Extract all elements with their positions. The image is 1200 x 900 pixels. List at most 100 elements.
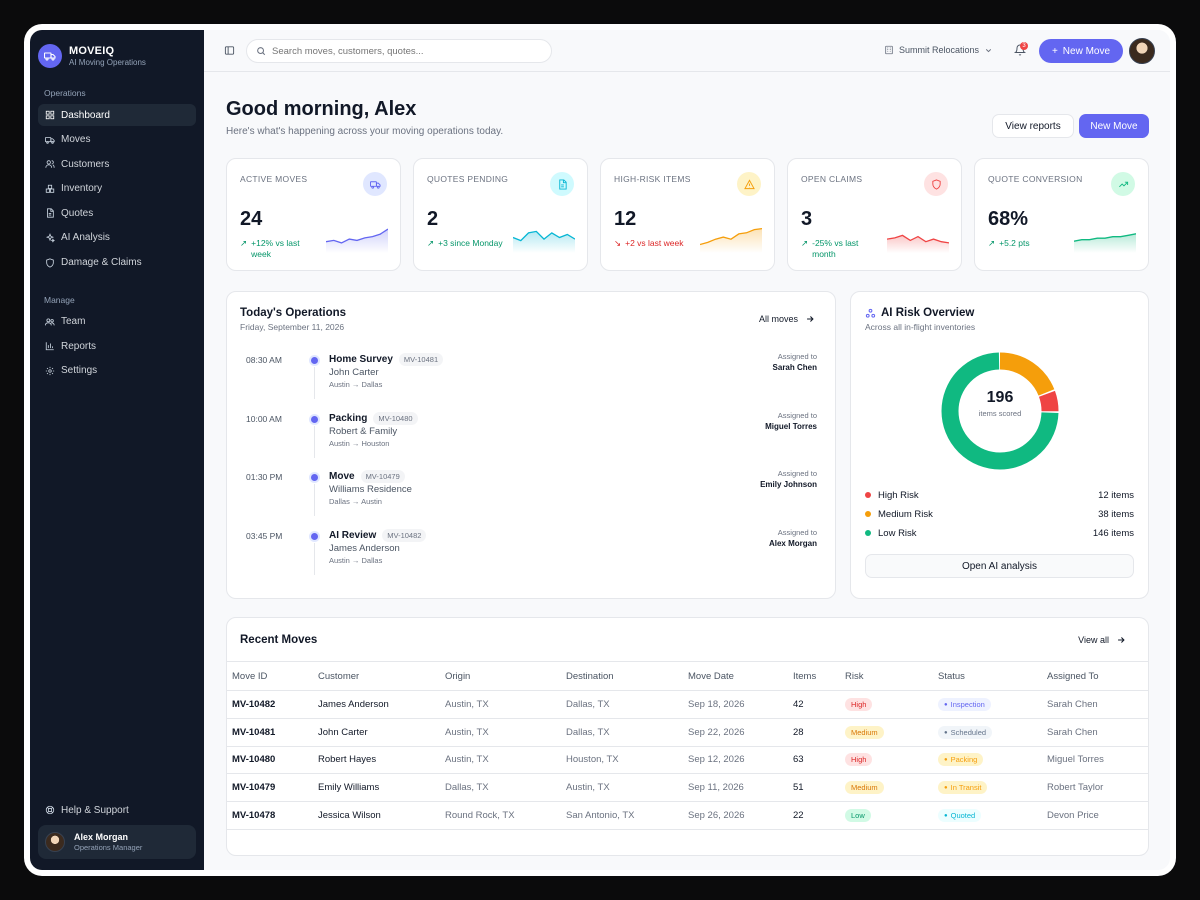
legend-dot <box>865 492 871 498</box>
sidebar-item-moves[interactable]: Moves <box>38 129 196 151</box>
cell-assigned: Robert Taylor <box>1042 773 1148 803</box>
sparkline <box>513 230 575 253</box>
help-support-link[interactable]: Help & Support <box>38 799 196 821</box>
column-header[interactable]: Items <box>788 661 840 691</box>
cell-customer: John Carter <box>313 718 440 747</box>
timeline-dot <box>311 474 318 482</box>
column-header[interactable]: Origin <box>440 661 561 691</box>
stat-card[interactable]: HIGH-RISK ITEMS 12 ↘ +2 vs last week <box>600 158 775 271</box>
stat-card[interactable]: QUOTE CONVERSION 68% ↗ +5.2 pts <box>974 158 1149 271</box>
risk-badge: High <box>845 697 873 711</box>
op-time: 01:30 PM <box>246 472 283 483</box>
cell-move-id[interactable]: MV-10478 <box>227 801 313 830</box>
column-header[interactable]: Move Date <box>683 661 788 691</box>
sidebar-item-customers[interactable]: Customers <box>38 153 196 175</box>
notification-badge: 3 <box>1020 42 1028 50</box>
legend-row: Low Risk 146 items <box>865 526 1134 540</box>
cell-move-id[interactable]: MV-10480 <box>227 746 313 775</box>
avatar[interactable] <box>1129 38 1155 64</box>
all-moves-label: All moves <box>758 314 798 324</box>
sidebar-item-label: Quotes <box>61 207 94 219</box>
org-switcher[interactable]: Summit Relocations <box>884 45 993 55</box>
recent-title: Recent Moves <box>240 634 318 646</box>
sidebar-item-team[interactable]: Team <box>38 311 196 333</box>
ops-date: Friday, September 11, 2026 <box>240 322 345 332</box>
ops-title: Today's Operations <box>240 307 347 319</box>
stat-icon-wrap <box>1111 172 1135 196</box>
sidebar-item-reports[interactable]: Reports <box>38 335 196 357</box>
sidebar-item-label: Customers <box>61 158 110 170</box>
user-profile[interactable]: Alex Morgan Operations Manager <box>38 825 196 859</box>
cell-move-id[interactable]: MV-10482 <box>227 690 313 719</box>
cell-move-id[interactable]: MV-10479 <box>227 773 313 803</box>
risk-badge: Low <box>845 809 871 823</box>
donut-segment-high-risk <box>941 352 1059 470</box>
view-reports-button[interactable]: View reports <box>992 114 1074 138</box>
bar-chart-icon <box>45 342 54 351</box>
cell-risk: High <box>840 690 933 719</box>
cell-origin: Austin, TX <box>440 746 561 775</box>
column-header[interactable]: Destination <box>561 661 683 691</box>
nav-section-operations: Operations <box>44 88 86 98</box>
column-header[interactable]: Status <box>933 661 1042 691</box>
brand-name: MOVEIQ <box>69 45 115 57</box>
column-header[interactable]: Risk <box>840 661 933 691</box>
operation-item[interactable]: 01:30 PM Move MV-10479 Williams Residenc… <box>241 469 821 519</box>
cell-status: Scheduled <box>933 718 1042 747</box>
all-moves-link[interactable]: All moves <box>759 314 815 324</box>
warning-icon <box>743 178 755 189</box>
op-title-row: Move MV-10479 <box>329 470 405 484</box>
sidebar-item-quotes[interactable]: Quotes <box>38 202 196 224</box>
column-header[interactable]: Customer <box>313 661 440 691</box>
timeline-line <box>314 367 315 399</box>
stat-delta: ↗ -25% vs last month <box>801 238 881 260</box>
table-row[interactable]: MV-10479 Emily Williams Dallas, TX Austi… <box>227 773 1148 803</box>
legend-count: 12 items <box>1098 489 1134 501</box>
column-header[interactable]: Move ID <box>227 661 313 691</box>
new-move-button-top[interactable]: + New Move <box>1039 39 1123 63</box>
operation-item[interactable]: 08:30 AM Home Survey MV-10481 John Carte… <box>241 352 821 402</box>
operation-item[interactable]: 03:45 PM AI Review MV-10482 James Anders… <box>241 528 821 578</box>
donut-segment-low-risk <box>941 352 1059 470</box>
cell-date: Sep 22, 2026 <box>683 718 788 747</box>
open-ai-analysis-button[interactable]: Open AI analysis <box>865 554 1134 578</box>
stat-card[interactable]: QUOTES PENDING 2 ↗ +3 since Monday <box>413 158 588 271</box>
table-row[interactable]: MV-10482 James Anderson Austin, TX Dalla… <box>227 690 1148 719</box>
table-row[interactable]: MV-10481 John Carter Austin, TX Dallas, … <box>227 718 1148 747</box>
op-title-row: Home Survey MV-10481 <box>329 353 444 366</box>
timeline-line <box>314 543 315 576</box>
network-icon <box>865 308 876 318</box>
legend-dot <box>865 530 871 536</box>
search-input[interactable] <box>272 45 532 57</box>
sidebar-item-damage-claims[interactable]: Damage & Claims <box>38 252 196 274</box>
new-move-button[interactable]: New Move <box>1079 114 1149 138</box>
sidebar-item-settings[interactable]: Settings <box>38 360 196 382</box>
cell-move-id[interactable]: MV-10481 <box>227 718 313 747</box>
operation-item[interactable]: 10:00 AM Packing MV-10480 Robert & Famil… <box>241 411 821 461</box>
sidebar-item-dashboard[interactable]: Dashboard <box>38 104 196 126</box>
assigned-label: Assigned to <box>777 410 817 420</box>
sidebar-toggle-icon[interactable] <box>224 45 235 56</box>
legend-label: Medium Risk <box>878 508 933 520</box>
stat-card[interactable]: ACTIVE MOVES 24 ↗ +12% vs last week <box>226 158 401 271</box>
bell-icon[interactable] <box>1014 44 1026 56</box>
sidebar-item-label: Dashboard <box>61 109 110 121</box>
view-all-link[interactable]: View all <box>1078 635 1126 645</box>
timeline-dot <box>311 415 318 423</box>
sidebar-item-ai-analysis[interactable]: AI Analysis <box>38 227 196 249</box>
search-bar[interactable] <box>246 39 552 63</box>
brand: MOVEIQ AI Moving Operations <box>30 30 204 72</box>
cell-items: 42 <box>788 690 840 719</box>
table-row[interactable]: MV-10480 Robert Hayes Austin, TX Houston… <box>227 746 1148 775</box>
table-row[interactable]: MV-10478 Jessica Wilson Round Rock, TX S… <box>227 801 1148 830</box>
sparkline <box>1074 233 1136 253</box>
cell-date: Sep 18, 2026 <box>683 690 788 719</box>
cell-date: Sep 11, 2026 <box>683 773 788 803</box>
stat-card[interactable]: OPEN CLAIMS 3 ↗ -25% vs last month <box>787 158 962 271</box>
org-name: Summit Relocations <box>899 45 980 55</box>
column-header[interactable]: Assigned To <box>1042 661 1148 691</box>
op-customer: Robert & Family <box>329 425 398 437</box>
sidebar-item-inventory[interactable]: Inventory <box>38 178 196 200</box>
op-customer: Williams Residence <box>329 484 412 496</box>
sparkline <box>887 234 949 253</box>
